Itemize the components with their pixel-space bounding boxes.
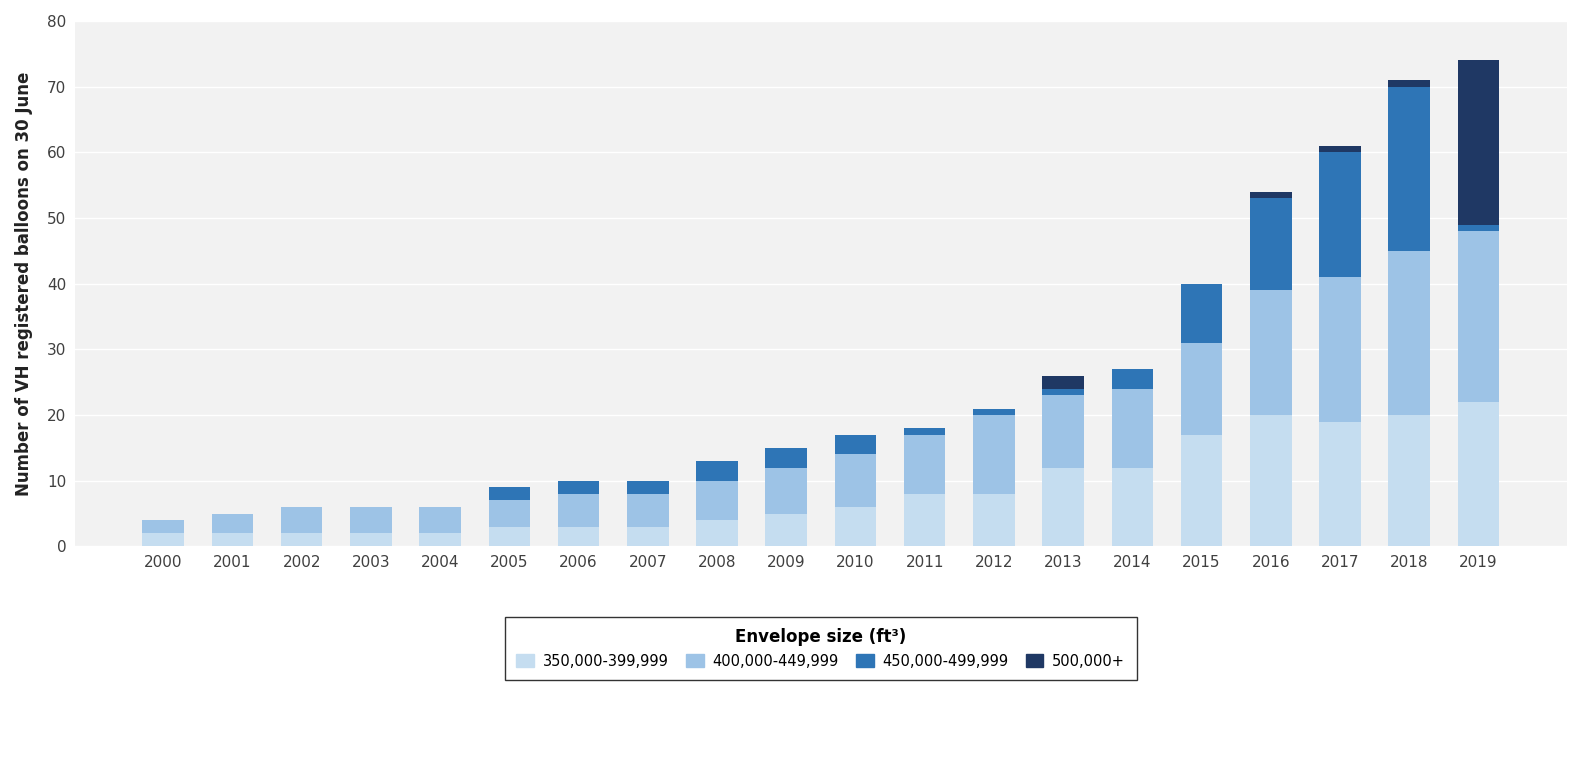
- Bar: [1112, 389, 1153, 467]
- Legend: 350,000-399,999, 400,000-449,999, 450,000-499,999, 500,000+: 350,000-399,999, 400,000-449,999, 450,00…: [505, 617, 1137, 680]
- Bar: [973, 409, 1014, 415]
- Bar: [1180, 435, 1223, 547]
- Bar: [1319, 277, 1361, 421]
- Bar: [282, 507, 323, 533]
- Bar: [1389, 80, 1430, 87]
- Bar: [1043, 467, 1084, 547]
- Bar: [1457, 60, 1500, 225]
- Bar: [835, 507, 876, 547]
- Bar: [1250, 198, 1291, 290]
- Bar: [1457, 225, 1500, 231]
- Bar: [626, 527, 669, 547]
- Bar: [558, 481, 600, 494]
- Bar: [350, 533, 392, 547]
- Bar: [766, 448, 807, 467]
- Bar: [1457, 231, 1500, 402]
- Bar: [489, 500, 530, 527]
- Bar: [212, 514, 253, 533]
- Bar: [1043, 389, 1084, 395]
- Bar: [489, 487, 530, 500]
- Bar: [142, 520, 184, 533]
- Bar: [419, 533, 460, 547]
- Bar: [1250, 192, 1291, 198]
- Bar: [835, 454, 876, 507]
- Bar: [835, 435, 876, 454]
- Bar: [1180, 343, 1223, 435]
- Bar: [1250, 415, 1291, 547]
- Bar: [558, 527, 600, 547]
- Bar: [626, 481, 669, 494]
- Bar: [766, 467, 807, 514]
- Bar: [558, 494, 600, 527]
- Bar: [1043, 395, 1084, 467]
- Bar: [1043, 376, 1084, 389]
- Bar: [142, 533, 184, 547]
- Bar: [1250, 290, 1291, 415]
- Bar: [903, 428, 946, 435]
- Bar: [973, 494, 1014, 547]
- Bar: [1389, 87, 1430, 251]
- Bar: [1112, 369, 1153, 389]
- Bar: [626, 494, 669, 527]
- Bar: [1180, 283, 1223, 343]
- Bar: [1319, 153, 1361, 277]
- Bar: [903, 435, 946, 494]
- Bar: [489, 527, 530, 547]
- Bar: [1389, 251, 1430, 415]
- Bar: [903, 494, 946, 547]
- Bar: [1389, 415, 1430, 547]
- Bar: [419, 507, 460, 533]
- Bar: [350, 507, 392, 533]
- Bar: [1319, 146, 1361, 153]
- Y-axis label: Number of VH registered balloons on 30 June: Number of VH registered balloons on 30 J…: [14, 71, 33, 496]
- Bar: [212, 533, 253, 547]
- Bar: [282, 533, 323, 547]
- Bar: [696, 520, 737, 547]
- Bar: [696, 461, 737, 481]
- Bar: [696, 481, 737, 520]
- Bar: [766, 514, 807, 547]
- Bar: [1457, 402, 1500, 547]
- Bar: [1319, 421, 1361, 547]
- Bar: [1112, 467, 1153, 547]
- Bar: [973, 415, 1014, 494]
